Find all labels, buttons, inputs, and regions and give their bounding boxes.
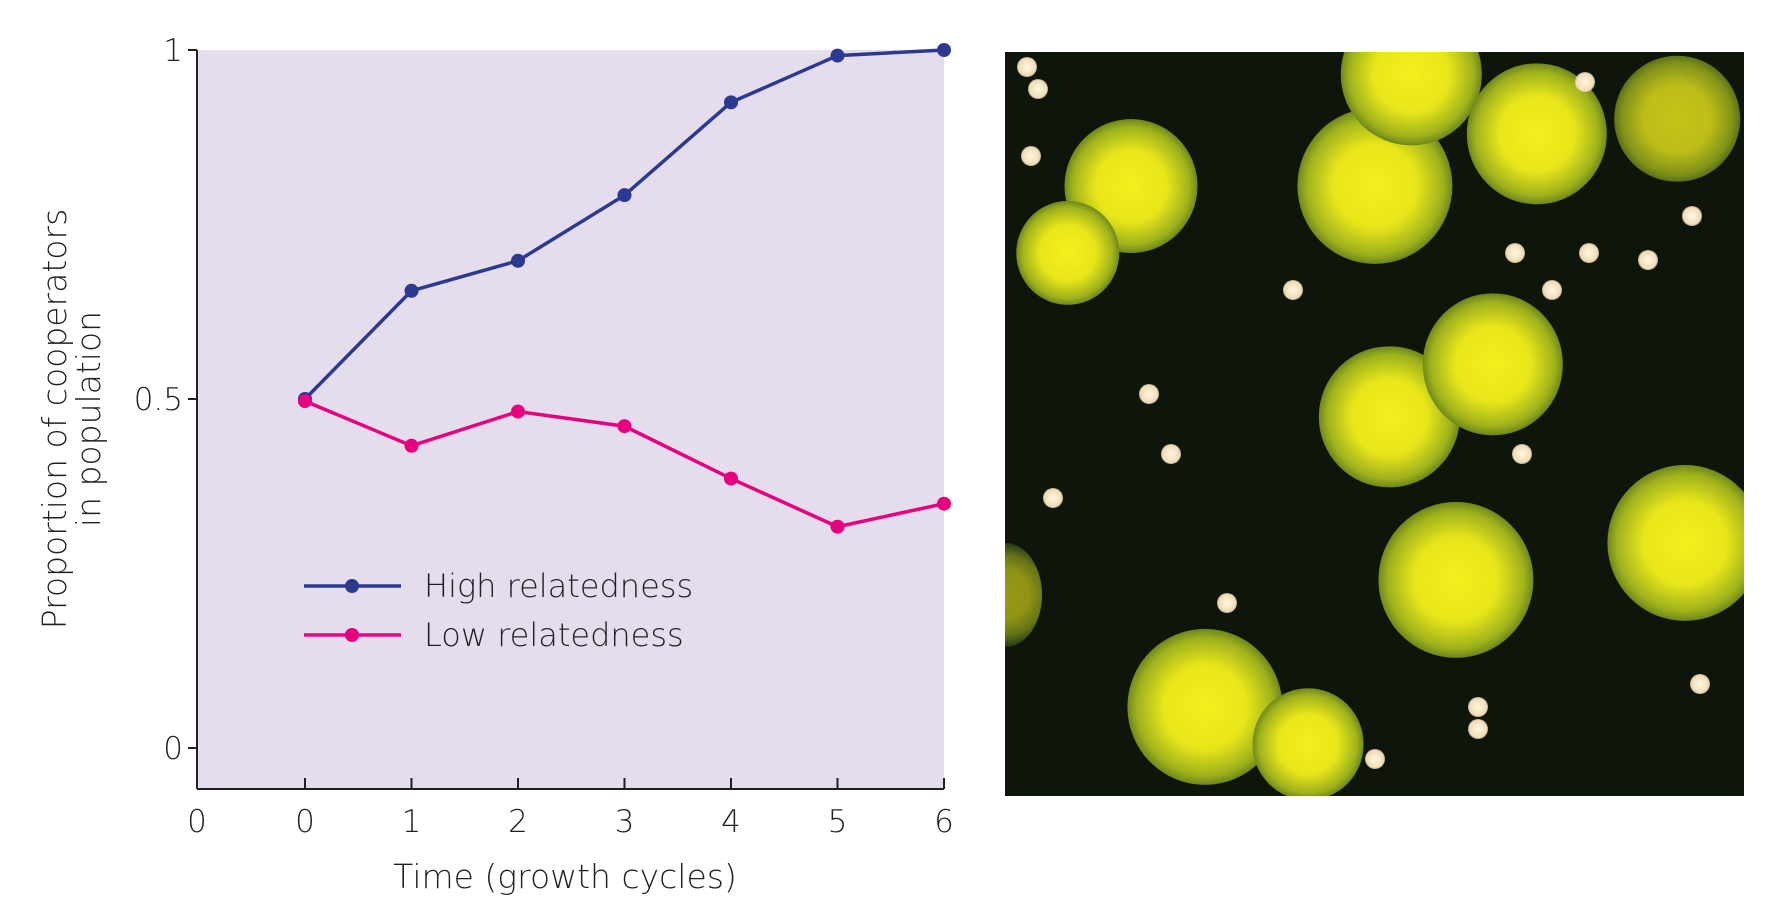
data-point [617, 188, 632, 203]
legend-marker-0 [345, 579, 359, 593]
data-point [830, 519, 845, 534]
data-point [511, 404, 525, 419]
x-tick-label: 3 [615, 804, 635, 840]
y-axis-label-line-2: in population [69, 311, 108, 527]
legend-label-1: Low relatedness [424, 616, 684, 654]
bacterial-colonies-photo [1005, 52, 1744, 796]
y-tick-label: 1 [163, 33, 183, 69]
x-tick-label: 0 [295, 804, 315, 840]
data-point [298, 394, 312, 409]
y-tick-label: 0.5 [134, 382, 183, 418]
y-tick-label: 0 [163, 731, 183, 767]
x-tick-label: 1 [402, 804, 422, 840]
data-point [937, 496, 951, 511]
data-point [511, 253, 525, 268]
data-point [830, 48, 845, 63]
data-point [617, 419, 632, 434]
x-tick-label: 4 [721, 804, 741, 840]
y-axis-label-line-1: Proportion of cooperators [35, 209, 74, 630]
legend-label-0: High relatedness [424, 567, 693, 605]
x-tick-label: 5 [828, 804, 848, 840]
data-point [724, 471, 738, 486]
data-point [724, 95, 738, 110]
data-point [404, 283, 419, 298]
data-point [937, 43, 951, 57]
x-tick-label: 6 [934, 804, 954, 840]
x-tick-label: 0 [187, 804, 207, 840]
line-chart: 0 0.5 1 0 0 1 2 3 4 5 6 High relatedness Low relate… [35, 33, 954, 896]
x-tick-label: 2 [508, 804, 528, 840]
x-axis-label: Time (growth cycles) [393, 857, 737, 896]
data-point [404, 438, 419, 453]
legend-marker-1 [345, 628, 359, 642]
